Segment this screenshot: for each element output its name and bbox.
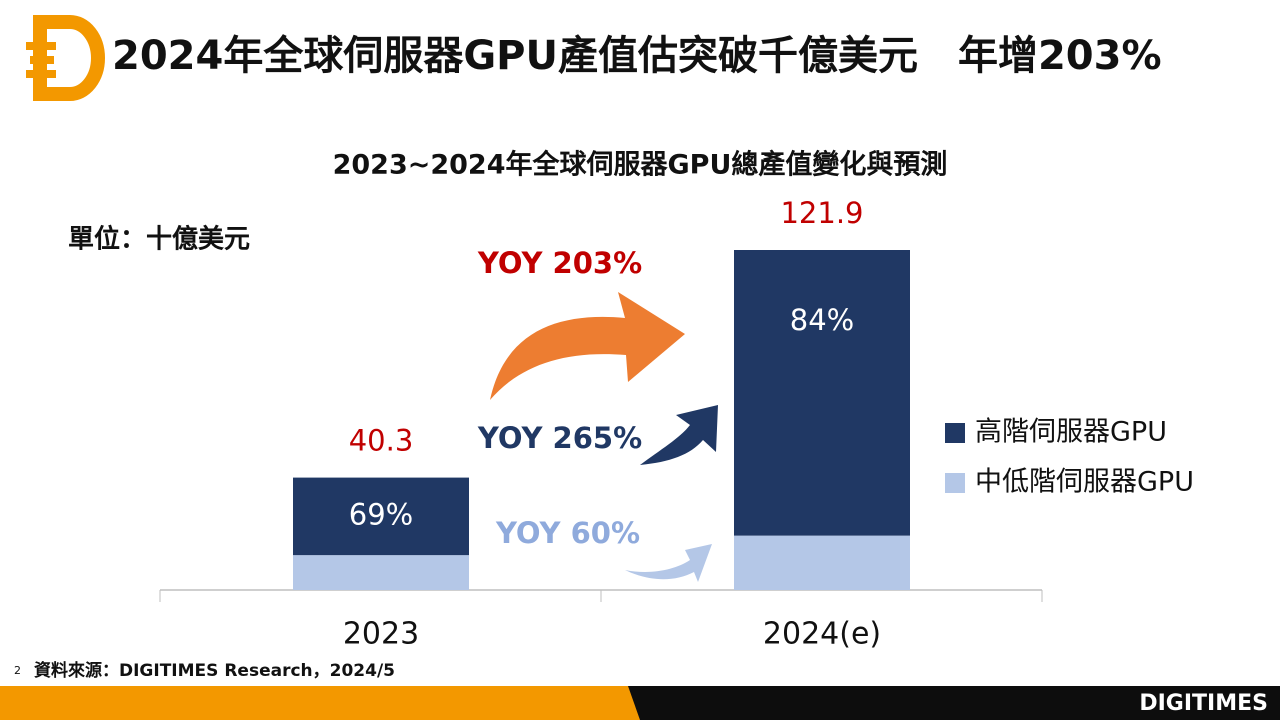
- bar-segment: [293, 477, 469, 556]
- slide-title: 2024年全球伺服器GPU產值估突破千億美元 年增203%: [112, 33, 1162, 79]
- segment-label: 84%: [790, 303, 854, 337]
- x-tick-label: 2023: [343, 617, 419, 652]
- legend-label: 高階伺服器GPU: [975, 417, 1167, 448]
- x-tick-label: 2024(e): [763, 617, 881, 652]
- arrows: [490, 292, 718, 582]
- bar-segment: [293, 555, 469, 590]
- bar-segment: [734, 535, 910, 590]
- yoy-annotation: YOY 60%: [495, 516, 640, 550]
- unit-label: 單位：十億美元: [68, 224, 250, 255]
- brand: DIGITIMES: [1139, 691, 1268, 716]
- page-number: 2: [14, 664, 21, 677]
- chart-title: 2023~2024年全球伺服器GPU總產值變化與預測: [333, 149, 948, 181]
- bar-segment: [734, 250, 910, 536]
- segment-label: 69%: [349, 497, 413, 531]
- yoy-annotation: YOY 203%: [477, 246, 642, 280]
- legend-swatch: [945, 473, 965, 493]
- total-label: 40.3: [349, 424, 414, 458]
- total-label: 121.9: [780, 196, 863, 230]
- yoy-annotation: YOY 265%: [477, 421, 642, 455]
- source: 資料來源：DIGITIMES Research，2024/5: [34, 660, 395, 681]
- logo: [26, 15, 105, 101]
- legend-label: 中低階伺服器GPU: [975, 467, 1194, 498]
- footer: DIGITIMES: [0, 686, 1280, 720]
- legend-swatch: [945, 423, 965, 443]
